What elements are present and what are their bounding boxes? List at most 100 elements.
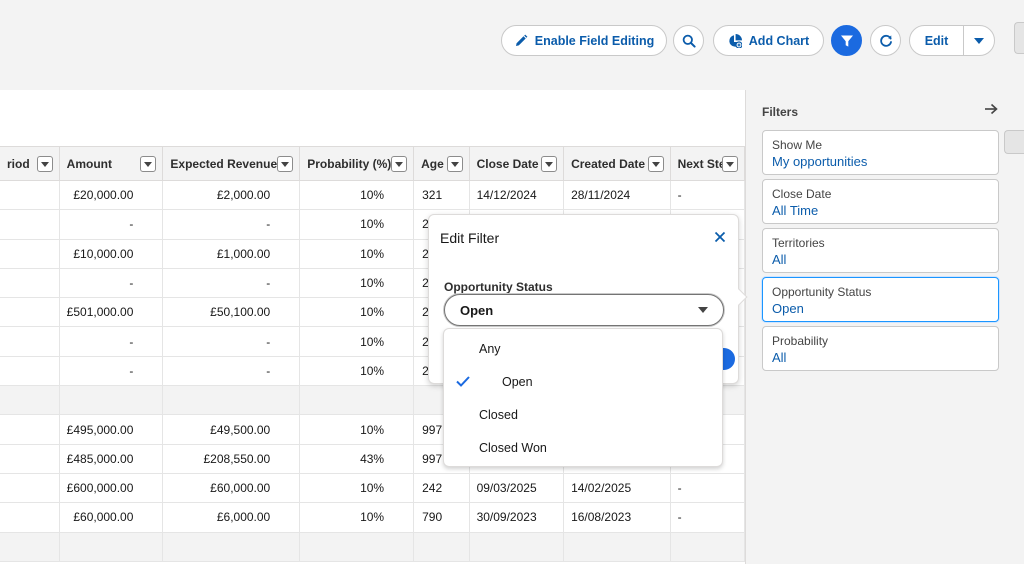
column-header-label: Age (421, 156, 444, 171)
status-option[interactable]: Any (444, 332, 722, 365)
table-cell-age: 242 (413, 473, 470, 504)
close-icon[interactable] (712, 229, 728, 245)
table-cell-prob (299, 532, 415, 562)
search-button[interactable] (673, 25, 704, 56)
column-header[interactable]: riod (0, 146, 60, 181)
column-menu-button[interactable] (36, 156, 53, 172)
chevron-down-icon (651, 161, 660, 167)
arrow-right-icon[interactable] (984, 103, 998, 115)
table-cell-age: 321 (413, 180, 470, 211)
column-menu-button[interactable] (140, 156, 157, 172)
edit-menu-button[interactable] (964, 26, 994, 55)
column-header[interactable]: Created Date (563, 146, 671, 181)
table-cell-amount: £60,000.00 (59, 502, 164, 533)
edit-button[interactable]: Edit (910, 26, 964, 55)
column-menu-button[interactable] (391, 156, 408, 172)
table-cell-prob: 10% (299, 473, 415, 504)
table-cell-amount (59, 385, 164, 416)
filter-card-value: All (772, 252, 787, 267)
filter-card-close-date[interactable]: Close Date All Time (762, 179, 999, 224)
table-cell-created: 16/08/2023 (563, 502, 671, 533)
table-cell-amount: £10,000.00 (59, 239, 164, 269)
column-menu-button[interactable] (277, 156, 294, 172)
panel-collapse-handle[interactable] (1004, 130, 1024, 154)
chevron-down-icon (281, 161, 290, 167)
table-cell-period (0, 209, 60, 240)
chevron-down-icon (698, 307, 708, 313)
enable-field-editing-button[interactable]: Enable Field Editing (501, 25, 667, 56)
column-menu-button[interactable] (541, 156, 558, 172)
table-cell-close: 30/09/2023 (469, 502, 565, 533)
table-cell-expected: £208,550.00 (162, 444, 301, 474)
pencil-icon (515, 34, 528, 46)
table-cell-prob: 10% (299, 209, 415, 240)
filter-card-show-me[interactable]: Show Me My opportunities (762, 130, 999, 175)
column-header[interactable]: Close Date (469, 146, 565, 181)
chevron-down-icon (40, 161, 49, 167)
table-cell-expected: - (162, 326, 301, 357)
filter-card-opportunity-status[interactable]: Opportunity Status Open (762, 277, 999, 322)
filters-panel: Filters Show Me My opportunities Close Da… (745, 90, 1024, 564)
column-header-label: Amount (66, 156, 112, 171)
table-cell-expected: £49,500.00 (162, 414, 301, 445)
table-cell-next: - (670, 180, 746, 211)
table-cell-amount: £600,000.00 (59, 473, 164, 504)
table-cell-expected: £6,000.00 (162, 502, 301, 533)
table-cell-expected: £1,000.00 (162, 239, 301, 269)
table-cell-period (0, 239, 60, 269)
column-header-label: riod (7, 156, 30, 171)
table-cell-amount: - (59, 326, 164, 357)
opportunity-status-select[interactable]: Open (444, 294, 724, 326)
table-cell-prob: 10% (299, 414, 415, 445)
table-cell-period (0, 326, 60, 357)
column-header[interactable]: Probability (%) (299, 146, 415, 181)
status-option[interactable]: Open (444, 365, 722, 398)
table-cell-period (0, 444, 60, 474)
table-cell-created: 14/02/2025 (563, 473, 671, 504)
select-value: Open (460, 302, 494, 318)
table-cell-created (563, 532, 671, 562)
status-option[interactable]: Closed (444, 398, 722, 431)
add-chart-button[interactable]: Add Chart (713, 25, 824, 56)
filter-card-probability[interactable]: Probability All (762, 326, 999, 371)
column-menu-button[interactable] (722, 156, 738, 172)
table-cell-period (0, 180, 60, 211)
chevron-down-icon (545, 161, 554, 167)
table-cell-period (0, 473, 60, 504)
table-cell-expected (162, 385, 301, 416)
table-cell-next: - (670, 502, 746, 533)
table-cell-close: 09/03/2025 (469, 473, 565, 504)
table-cell-period (0, 356, 60, 387)
utility-bar-stub[interactable] (1014, 22, 1024, 54)
filter-card-value: All (772, 350, 787, 365)
enable-field-editing-label: Enable Field Editing (534, 33, 655, 48)
table-cell-expected: - (162, 268, 301, 299)
table-cell-period (0, 268, 60, 299)
column-header[interactable]: Age (413, 146, 470, 181)
column-header[interactable]: Next Step (670, 146, 746, 181)
table-cell-amount: £501,000.00 (59, 297, 164, 328)
column-header[interactable]: Amount (59, 146, 164, 181)
filter-button[interactable] (831, 25, 862, 56)
search-icon (682, 34, 696, 48)
apply-button-edge[interactable] (721, 348, 735, 370)
table-cell-expected: £50,100.00 (162, 297, 301, 328)
filter-card-territories[interactable]: Territories All (762, 228, 999, 273)
table-cell-prob: 43% (299, 444, 415, 474)
table-cell-expected: - (162, 356, 301, 387)
column-menu-button[interactable] (446, 156, 463, 172)
group-summary-row (0, 532, 746, 562)
column-menu-button[interactable] (647, 156, 664, 172)
table-cell-next (670, 532, 746, 562)
refresh-button[interactable] (870, 25, 901, 56)
table-cell-age: 790 (413, 502, 470, 533)
status-option-label: Open (502, 374, 533, 389)
table-cell-prob: 10% (299, 239, 415, 269)
filters-title: Filters (762, 105, 799, 119)
table-cell-amount: £495,000.00 (59, 414, 164, 445)
table-cell-amount: - (59, 268, 164, 299)
table-cell-period (0, 502, 60, 533)
filter-card-value: Open (772, 301, 804, 316)
status-option[interactable]: Closed Won (444, 431, 722, 464)
column-header[interactable]: Expected Revenue (162, 146, 301, 181)
